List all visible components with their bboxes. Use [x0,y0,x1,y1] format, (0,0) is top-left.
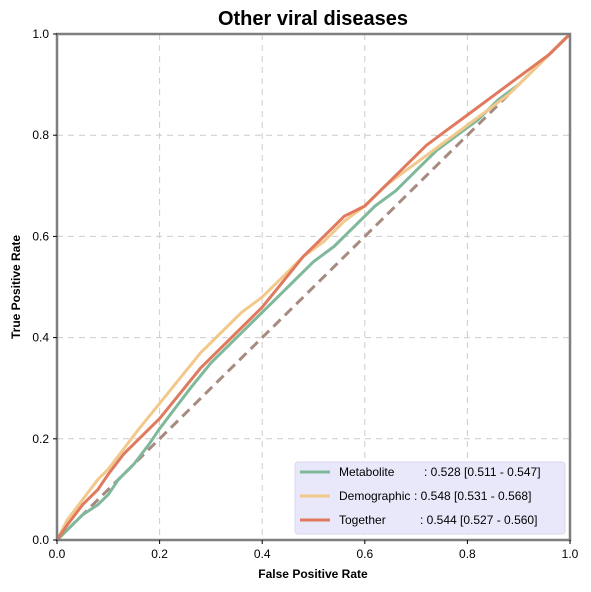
x-tick-label: 0.0 [49,547,66,561]
legend-value-together: : 0.544 [0.527 - 0.560] [420,513,537,527]
legend-value-demographic: : 0.548 [0.531 - 0.568] [414,489,531,503]
x-tick-label: 0.6 [356,547,373,561]
grid [57,34,570,540]
x-tick-label: 0.4 [254,547,271,561]
x-tick-label: 0.2 [151,547,168,561]
y-tick-label: 0.2 [32,432,49,446]
reference-diagonal [55,32,572,542]
series-line-demographic [55,32,572,541]
series-group [55,32,572,542]
plot-frame [55,32,572,542]
legend: Metabolite : 0.528 [0.511 - 0.547] Demog… [294,461,566,535]
y-axis-title: True Positive Rate [9,235,23,339]
y-tick-label: 0.4 [32,331,49,345]
y-axis-ticks: 0.0 0.2 0.4 0.6 0.8 1.0 [32,27,57,547]
y-tick-label: 0.6 [32,229,49,243]
y-tick-label: 1.0 [32,27,49,41]
series-line-together [55,32,572,541]
legend-name-together: Together [339,513,386,527]
legend-name-metabolite: Metabolite [339,465,395,479]
y-tick-label: 0.0 [32,533,49,547]
legend-box [294,461,566,535]
legend-value-metabolite: : 0.528 [0.511 - 0.547] [424,465,541,479]
chart-title: Other viral diseases [218,8,408,30]
x-tick-label: 1.0 [562,547,579,561]
x-tick-label: 0.8 [459,547,476,561]
legend-name-demographic: Demographic [339,489,410,503]
y-tick-label: 0.8 [32,128,49,142]
x-axis-ticks: 0.0 0.2 0.4 0.6 0.8 1.0 [49,540,579,561]
x-axis-title: False Positive Rate [258,567,368,581]
